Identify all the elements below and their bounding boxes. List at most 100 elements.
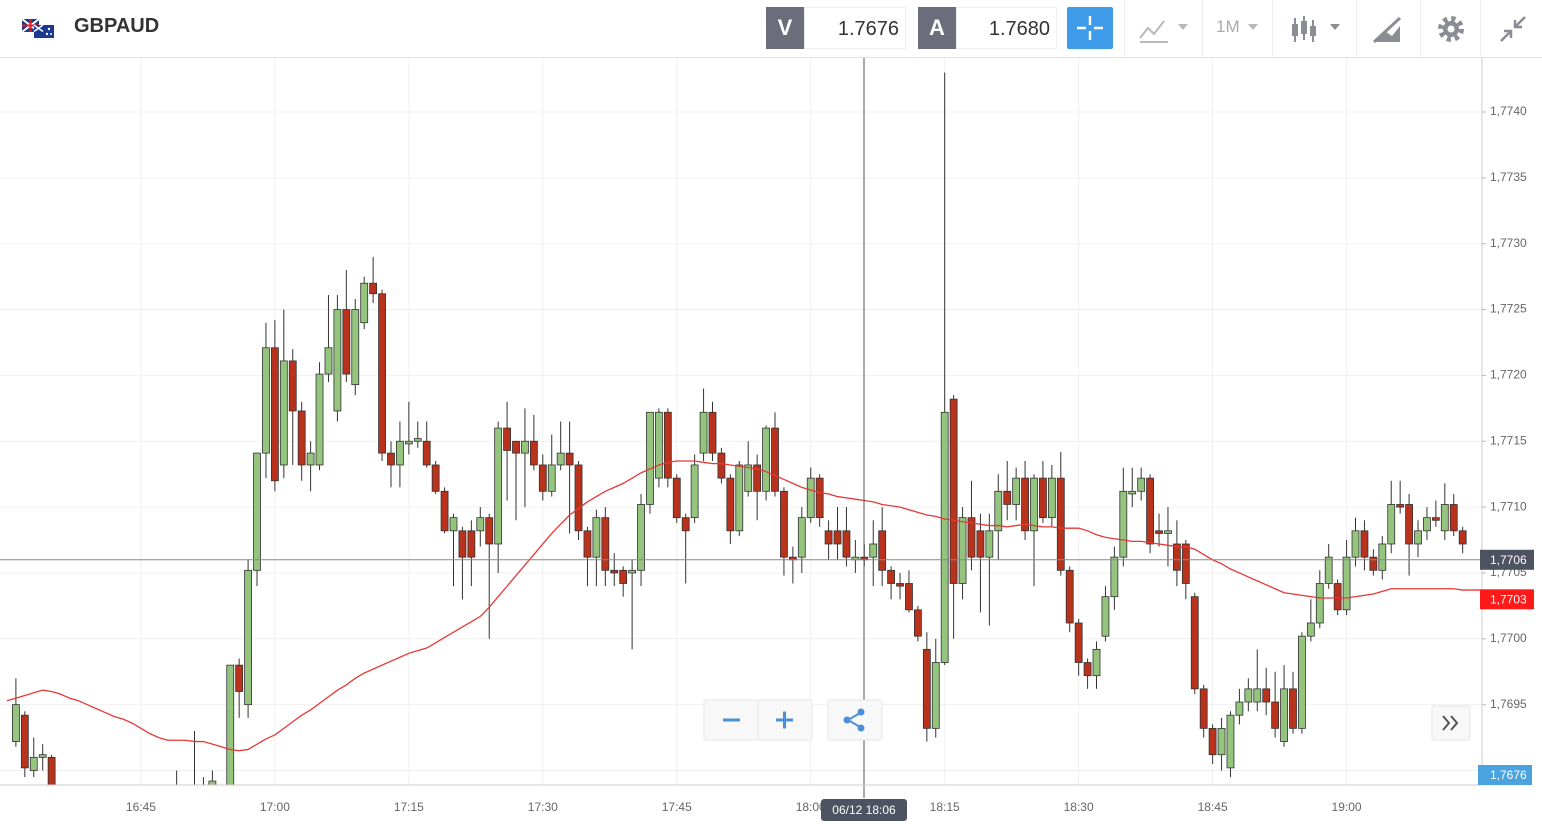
candle-body (762, 427, 770, 492)
candle-body (422, 440, 431, 466)
x-tick-label: 17:15 (394, 800, 424, 814)
candle-body (1342, 556, 1351, 611)
scroll-end-button[interactable] (1442, 715, 1459, 731)
candle-body (1262, 688, 1271, 703)
share-button[interactable] (843, 708, 865, 732)
candle-body (20, 714, 29, 769)
candle-body (1271, 701, 1280, 729)
toolbar: GBPAUD V 1.7676 A 1.7680 1M (0, 0, 1542, 58)
candle-body (592, 517, 601, 558)
ask-price[interactable]: 1.7680 (956, 7, 1057, 49)
candle-body (556, 452, 565, 466)
candle-body (574, 464, 583, 532)
collapse-button[interactable] (1497, 13, 1529, 45)
candle-body (1458, 530, 1467, 545)
candle-body (690, 464, 699, 519)
last-price-label: 1,7676 (1490, 768, 1527, 782)
bid-price[interactable]: 1.7676 (804, 7, 906, 49)
candle-body (235, 664, 244, 692)
x-tick-label: 18:00 (796, 800, 826, 814)
candle-body (449, 517, 458, 532)
candle-body (940, 411, 949, 663)
candle-body (1164, 530, 1172, 534)
candle-body (922, 648, 931, 729)
candle-body (38, 754, 47, 758)
line-chart-button[interactable] (1138, 16, 1194, 44)
candle-body (351, 309, 360, 386)
candle-body (1101, 596, 1110, 637)
candle-body (538, 464, 547, 492)
candle-body (913, 609, 922, 637)
crosshair-button[interactable] (1067, 7, 1113, 49)
separator (1420, 0, 1421, 57)
candle-body (1190, 596, 1199, 690)
candle-body (655, 411, 663, 479)
bid-label[interactable]: V (766, 7, 804, 49)
candle-body (1217, 727, 1226, 756)
candle-body (342, 309, 351, 375)
y-tick-label: 1,7725 (1490, 302, 1527, 316)
x-tick-label: 17:00 (260, 800, 290, 814)
candle-body (1012, 477, 1021, 505)
candle-body (753, 464, 762, 492)
candle-body (440, 490, 449, 532)
plot (0, 72, 1482, 810)
candle-body (29, 756, 38, 771)
candle-body (583, 530, 592, 558)
candle-body (797, 517, 806, 558)
candle-body (200, 790, 207, 797)
candle-body (1047, 477, 1056, 519)
candle-body (306, 452, 315, 466)
settings-button[interactable] (1435, 13, 1467, 45)
y-tick-label: 1,7730 (1490, 236, 1527, 250)
candle-body (1414, 530, 1422, 545)
x-tick-label: 16:45 (126, 800, 156, 814)
candle-body (279, 360, 288, 466)
candle-body (494, 427, 503, 545)
separator (1124, 0, 1125, 57)
x-tick-label: 18:45 (1198, 800, 1228, 814)
flag-icon (22, 19, 54, 38)
candle-body (1083, 662, 1092, 677)
candle-body (717, 452, 726, 479)
candle-body (458, 530, 467, 558)
candle-type-button[interactable] (1290, 12, 1346, 46)
zoom-in-button[interactable] (776, 711, 793, 729)
candle-body (47, 756, 56, 785)
drawing-tool-button[interactable] (1372, 14, 1404, 44)
candle-body (208, 780, 217, 785)
candle-body (931, 662, 940, 729)
candle-body (771, 427, 779, 492)
timeframe[interactable]: 1M (1216, 17, 1240, 36)
candle-body (708, 411, 717, 454)
candle-body (467, 530, 476, 558)
candle-body (1039, 477, 1047, 519)
candle-body (905, 583, 913, 611)
candle-body (521, 440, 529, 454)
candle-body (744, 464, 753, 492)
x-tick-label: 18:30 (1064, 800, 1094, 814)
ma-price-bg (1480, 589, 1534, 610)
candle-body (1378, 543, 1387, 571)
y-tick-label: 1,7700 (1490, 631, 1527, 645)
candle-body (967, 517, 976, 558)
dropdown-arrow[interactable] (1246, 16, 1262, 44)
ask-label[interactable]: A (918, 7, 956, 49)
candle-body (601, 517, 610, 571)
x-tick-label: 18:15 (930, 800, 960, 814)
candle-body (253, 452, 261, 571)
candle-body (976, 530, 985, 558)
candle-body (244, 569, 252, 706)
candle-body (637, 504, 645, 571)
ma-price-label: 1,7703 (1490, 592, 1527, 606)
separator (1480, 0, 1481, 57)
candle-body (173, 797, 180, 810)
candle-body (11, 704, 20, 742)
x-tick-label: 19:00 (1332, 800, 1362, 814)
candle-body (663, 411, 672, 479)
candle-body (1396, 504, 1405, 508)
y-tick-label: 1,7695 (1490, 697, 1527, 711)
candle-body (476, 517, 485, 532)
candle-body (297, 410, 306, 466)
scroll-end-box (1431, 705, 1471, 741)
